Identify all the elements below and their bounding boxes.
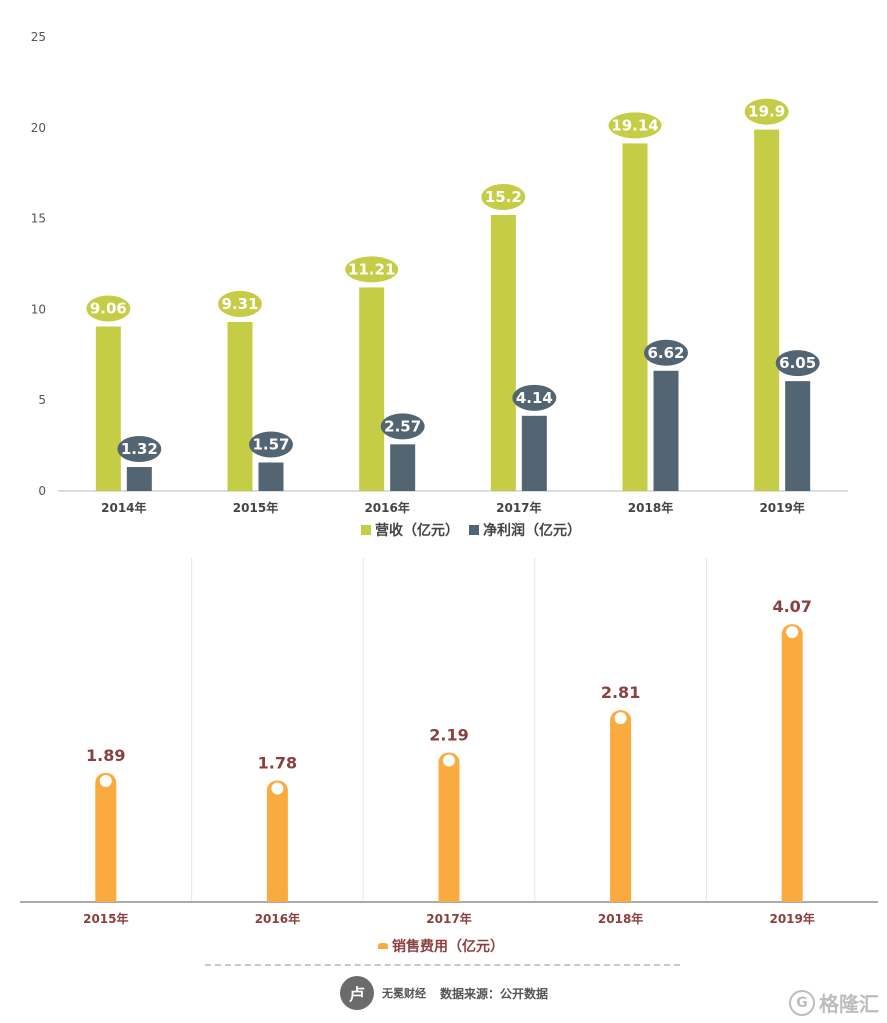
bar-profit xyxy=(653,370,679,491)
bar-sales-expense xyxy=(95,772,117,902)
legend-label-sales: 销售费用（亿元） xyxy=(392,939,504,955)
brand-name: 无冕财经 xyxy=(382,987,426,1000)
data-label: 19.9 xyxy=(748,103,785,121)
bar-revenue xyxy=(622,143,648,491)
data-label: 6.05 xyxy=(779,354,816,372)
watermark-logo-icon: G xyxy=(789,989,815,1016)
data-label: 15.2 xyxy=(485,188,522,206)
x-tick-label: 2017年 xyxy=(426,911,471,926)
legend-swatch-sales xyxy=(378,943,388,949)
data-label-bubble xyxy=(380,413,425,440)
data-label: 9.31 xyxy=(221,295,258,313)
bar-sales-expense-base xyxy=(266,890,288,902)
bar-marker-dot xyxy=(443,754,455,767)
x-tick-label: 2016年 xyxy=(364,500,409,515)
data-label-bubble xyxy=(512,384,557,411)
x-tick-label: 2014年 xyxy=(101,500,146,515)
legend-chart2: 销售费用（亿元） xyxy=(378,936,504,956)
bar-marker-dot xyxy=(99,774,112,787)
footer: 卢 无冕财经 数据来源：公开数据 xyxy=(340,976,548,1010)
data-label: 2.81 xyxy=(601,683,640,702)
bar-marker-dot xyxy=(614,712,627,725)
bar-sales-expense-base xyxy=(95,890,117,902)
legend-chart1: 营收（亿元） 净利润（亿元） xyxy=(361,520,581,540)
bar-sales-expense xyxy=(266,780,288,902)
data-label: 9.06 xyxy=(90,299,127,317)
bar-profit xyxy=(785,381,811,491)
x-tick-label: 2019年 xyxy=(759,500,804,515)
legend-swatch-revenue xyxy=(361,525,371,535)
data-label: 4.07 xyxy=(772,597,811,616)
y-tick-label: 20 xyxy=(31,121,46,135)
x-tick-label: 2017年 xyxy=(496,500,541,515)
data-label: 4.14 xyxy=(516,389,553,407)
data-label-bubble xyxy=(608,112,662,139)
y-tick-label: 0 xyxy=(38,484,46,498)
y-tick-label: 10 xyxy=(31,302,46,316)
data-label: 1.78 xyxy=(258,753,297,772)
y-tick-label: 5 xyxy=(38,393,46,407)
bar-sales-expense-base xyxy=(610,890,632,902)
bar-revenue xyxy=(490,214,516,491)
data-label-bubble xyxy=(345,256,399,283)
bar-revenue xyxy=(754,129,780,491)
data-label-bubble xyxy=(86,295,131,322)
legend-label-profit: 净利润（亿元） xyxy=(483,523,581,539)
data-label: 11.21 xyxy=(348,260,395,278)
data-label: 2.19 xyxy=(429,726,468,745)
y-tick-label: 15 xyxy=(31,212,46,226)
bar-sales-expense-base xyxy=(438,890,460,902)
data-label-bubble xyxy=(481,183,526,210)
sales-expense-chart: 2015年 1.89 2016年 1.78 2017年 2.19 2018年 2.81 2019… xyxy=(20,558,878,926)
bar-sales-expense xyxy=(438,752,460,902)
data-label-bubble xyxy=(249,431,293,458)
bar-profit xyxy=(258,462,284,491)
data-label-bubble xyxy=(117,436,162,463)
data-label: 1.57 xyxy=(252,435,289,453)
data-label-bubble xyxy=(744,98,789,125)
x-tick-label: 2019年 xyxy=(769,911,814,926)
bar-profit xyxy=(521,415,547,491)
bar-marker-dot xyxy=(271,782,284,795)
bar-revenue xyxy=(359,287,385,491)
data-label: 2.57 xyxy=(384,417,421,435)
bar-sales-expense-base xyxy=(781,890,803,902)
y-tick-label: 25 xyxy=(31,30,46,44)
data-label: 1.32 xyxy=(121,440,158,458)
revenue-profit-chart: 0 5 10 15 20 25 2014年 9.06 1.32 2015年 9.31 1.57 2016… xyxy=(31,30,848,515)
x-tick-label: 2016年 xyxy=(255,911,300,926)
bar-profit xyxy=(126,467,152,491)
data-label-bubble xyxy=(644,339,688,366)
legend-swatch-profit xyxy=(469,525,479,535)
bar-revenue xyxy=(227,321,253,491)
x-tick-label: 2015年 xyxy=(83,911,128,926)
x-tick-label: 2015年 xyxy=(233,500,278,515)
x-tick-label: 2018年 xyxy=(598,911,643,926)
data-label-bubble xyxy=(218,290,262,317)
watermark-text: 格隆汇 xyxy=(819,992,879,1016)
data-label: 19.14 xyxy=(611,116,658,134)
watermark: G 格隆汇 xyxy=(789,988,879,1017)
data-label: 6.62 xyxy=(647,344,684,362)
bar-sales-expense xyxy=(610,710,632,902)
data-label-bubble xyxy=(775,350,820,377)
bar-profit xyxy=(390,444,416,491)
data-source: 数据来源：公开数据 xyxy=(440,986,549,1001)
footer-divider xyxy=(205,964,680,966)
bar-marker-dot xyxy=(786,626,799,639)
legend-label-revenue: 营收（亿元） xyxy=(375,523,459,539)
bar-sales-expense xyxy=(781,624,803,902)
x-tick-label: 2018年 xyxy=(628,500,673,515)
data-label: 1.89 xyxy=(86,746,125,765)
bar-revenue xyxy=(95,326,121,491)
brand-logo-icon: 卢 xyxy=(340,976,374,1010)
